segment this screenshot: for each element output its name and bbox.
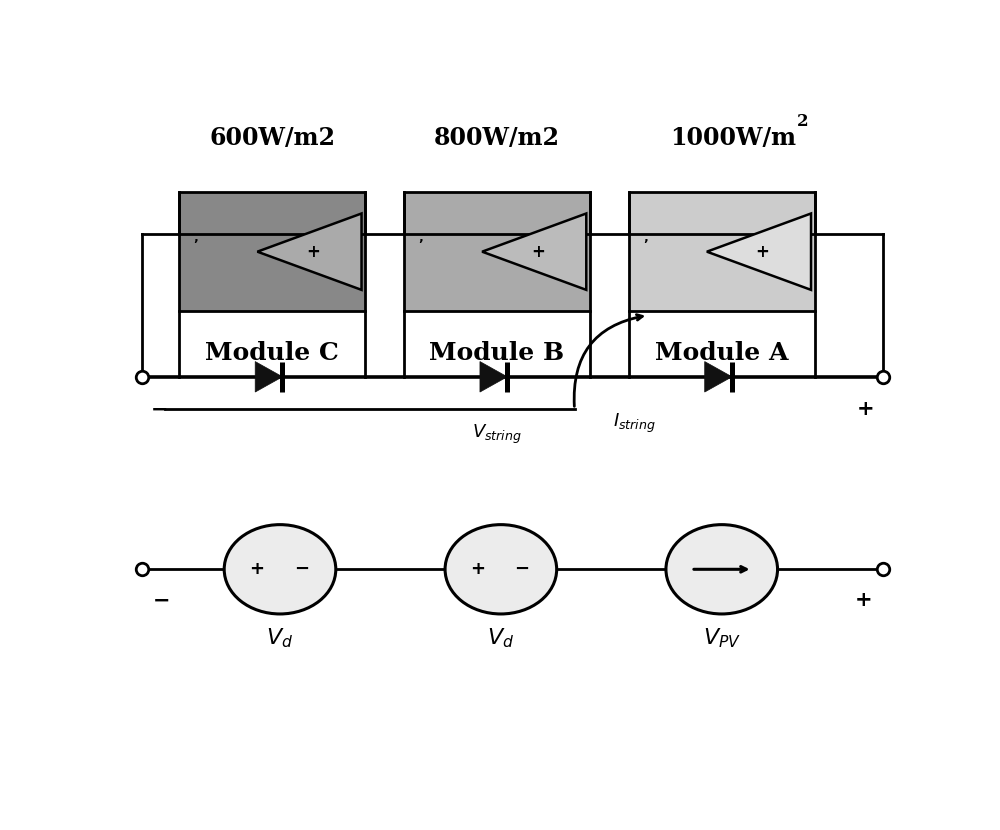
Bar <box>629 192 815 311</box>
Ellipse shape <box>445 525 557 614</box>
Ellipse shape <box>666 525 778 614</box>
Text: $I_{string}$: $I_{string}$ <box>613 412 656 435</box>
Text: −: − <box>515 560 530 579</box>
Text: $V_d$: $V_d$ <box>266 627 294 651</box>
Polygon shape <box>707 213 811 290</box>
Polygon shape <box>480 362 507 392</box>
Text: +: + <box>855 590 872 610</box>
Text: ’: ’ <box>418 238 423 251</box>
Text: −: − <box>153 590 170 610</box>
Text: 600W/m2: 600W/m2 <box>209 126 335 150</box>
Text: $V_{PV}$: $V_{PV}$ <box>703 627 741 651</box>
Text: −: − <box>150 399 168 419</box>
Text: ’: ’ <box>194 238 198 251</box>
Polygon shape <box>705 362 732 392</box>
Text: +: + <box>470 560 485 579</box>
Ellipse shape <box>224 525 336 614</box>
Bar <box>404 192 590 311</box>
Text: 800W/m2: 800W/m2 <box>434 126 560 150</box>
Text: +: + <box>857 399 875 419</box>
Text: Module C: Module C <box>205 340 339 364</box>
Polygon shape <box>482 213 586 290</box>
Text: $V_d$: $V_d$ <box>487 627 514 651</box>
Text: −: − <box>294 560 309 579</box>
Text: +: + <box>531 242 545 261</box>
Text: 2: 2 <box>797 113 809 129</box>
Text: +: + <box>249 560 264 579</box>
Polygon shape <box>257 213 362 290</box>
Text: ’: ’ <box>643 238 648 251</box>
Polygon shape <box>255 362 282 392</box>
Text: Module A: Module A <box>655 340 788 364</box>
Text: $V_{string}$: $V_{string}$ <box>472 423 522 447</box>
Text: +: + <box>756 242 770 261</box>
Bar <box>179 192 365 311</box>
Text: 1000W/m: 1000W/m <box>670 126 796 150</box>
Text: Module B: Module B <box>429 340 565 364</box>
Text: +: + <box>306 242 320 261</box>
